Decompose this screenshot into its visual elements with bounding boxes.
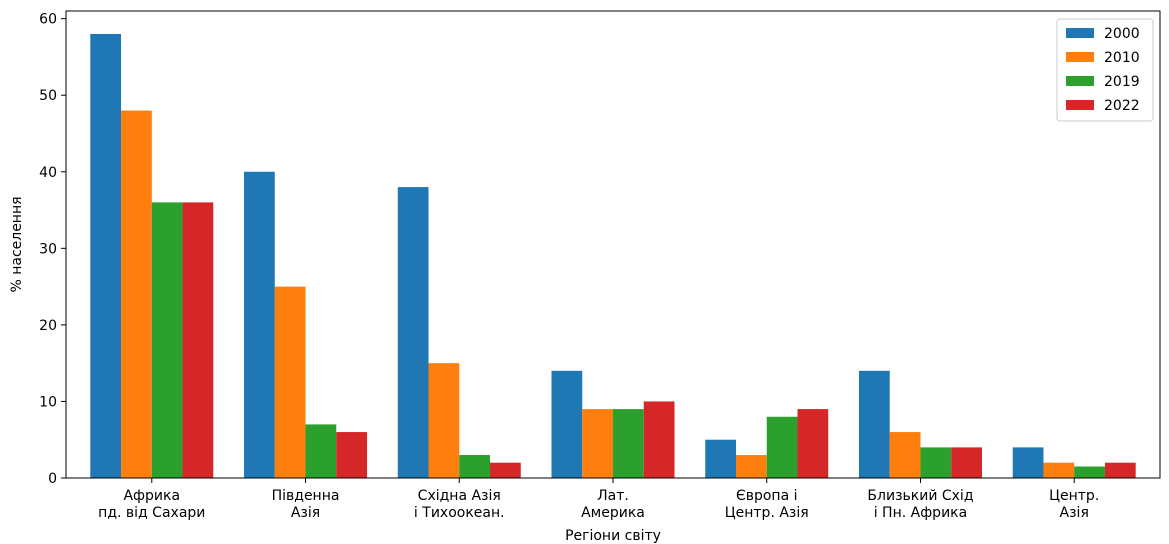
- bar-2022-6: [1104, 462, 1136, 478]
- x-tick-label-line: Центр. Азія: [725, 505, 809, 521]
- bar-2000-1: [244, 171, 275, 478]
- x-tick-label-3: Лат. Америка: [581, 488, 645, 521]
- bar-2022-5: [951, 447, 982, 478]
- bar-2010-3: [582, 409, 613, 478]
- legend-swatch-2022: [1066, 100, 1094, 110]
- y-tick-label: 10: [39, 394, 57, 410]
- bar-2010-6: [1043, 462, 1075, 478]
- bar-2010-5: [889, 432, 921, 478]
- x-tick-label-line: і Пн. Африка: [874, 505, 968, 521]
- legend-box: [1056, 18, 1154, 122]
- x-tick-label-5: Близький Схід і Пн. Африка: [867, 488, 973, 521]
- legend-swatch-2010: [1066, 52, 1094, 62]
- legend-label-2010: 2010: [1104, 50, 1140, 66]
- x-tick-label-line: Африка: [123, 488, 180, 504]
- x-axis-title: Регіони світу: [565, 528, 661, 544]
- bar-2000-3: [551, 370, 583, 478]
- bar-2010-1: [274, 286, 306, 478]
- bar-2022-0: [182, 202, 214, 479]
- x-tick-label-1: Південна Азія: [272, 488, 340, 521]
- x-tick-label-2: Східна Азія і Тихоокеан.: [414, 488, 505, 521]
- bar-2019-4: [766, 416, 798, 478]
- x-tick-label-line: пд. від Сахари: [98, 505, 205, 521]
- y-axis-title: % населення: [9, 196, 25, 292]
- bar-2000-5: [858, 370, 890, 478]
- bar-2022-3: [643, 401, 675, 478]
- x-tick-label-line: Америка: [581, 505, 645, 521]
- bar-2019-3: [613, 409, 644, 478]
- legend: 2000 2010 2019 2022: [1056, 18, 1154, 122]
- legend-label-2019: 2019: [1104, 74, 1140, 90]
- x-tick-label-line: і Тихоокеан.: [414, 505, 505, 521]
- bar-2010-0: [121, 110, 152, 478]
- y-tick-label: 20: [39, 318, 57, 334]
- x-tick-label-line: Азія: [1060, 505, 1089, 521]
- bar-2019-5: [920, 447, 952, 478]
- bar-2000-0: [90, 33, 122, 478]
- bar-2010-2: [428, 363, 460, 478]
- legend-swatch-2019: [1066, 76, 1094, 86]
- bar-2000-2: [397, 187, 429, 478]
- x-tick-label-line: Центр.: [1049, 488, 1099, 504]
- y-axis: 0 10 20 30 40 50 60: [39, 12, 66, 487]
- bar-2000-6: [1012, 447, 1044, 478]
- x-tick-label-line: Південна: [272, 488, 340, 504]
- legend-label-2022: 2022: [1104, 98, 1140, 114]
- plot-frame: [65, 10, 1161, 479]
- y-tick-label: 60: [39, 12, 57, 28]
- bar-2019-0: [151, 202, 183, 479]
- y-tick-label: 50: [39, 88, 57, 104]
- bars-layer: [90, 33, 1136, 479]
- x-tick-label-line: Азія: [291, 505, 320, 521]
- x-tick-label-line: Європа і: [736, 488, 798, 504]
- x-tick-label-line: Східна Азія: [418, 488, 501, 504]
- x-tick-label-0: Африка пд. від Сахари: [98, 488, 205, 521]
- bar-2022-4: [797, 409, 829, 478]
- x-tick-label-4: Європа і Центр. Азія: [725, 488, 809, 521]
- y-tick-label: 40: [39, 165, 57, 181]
- x-tick-label-6: Центр. Азія: [1049, 488, 1099, 521]
- y-tick-label: 30: [39, 241, 57, 257]
- bar-2019-1: [305, 424, 337, 478]
- x-tick-label-line: Лат.: [597, 488, 629, 504]
- bar-2022-2: [490, 462, 521, 478]
- bar-2022-1: [336, 432, 368, 478]
- x-tick-label-line: Близький Схід: [867, 488, 973, 504]
- bar-2010-4: [735, 455, 767, 478]
- y-tick-label: 0: [48, 471, 57, 487]
- bar-2000-4: [705, 439, 736, 478]
- legend-label-2000: 2000: [1104, 26, 1140, 42]
- bar-2019-6: [1074, 466, 1105, 478]
- bar-2019-2: [459, 455, 491, 478]
- legend-swatch-2000: [1066, 28, 1094, 38]
